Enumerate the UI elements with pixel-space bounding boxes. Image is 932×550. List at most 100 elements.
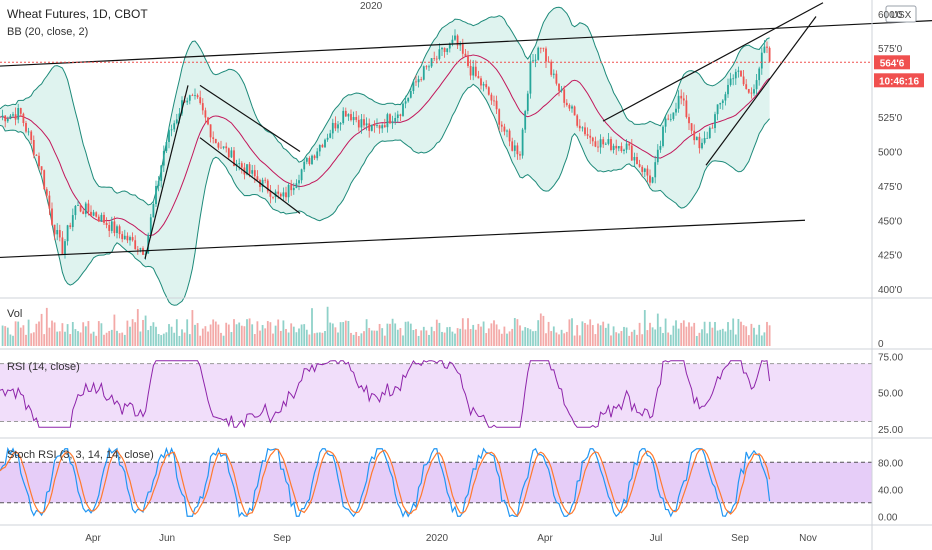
candle (552, 69, 555, 79)
volume-bar (638, 322, 641, 346)
volume-bar (308, 334, 311, 346)
volume-bar (646, 330, 649, 346)
volume-bar (204, 326, 207, 346)
candle (539, 47, 542, 54)
time-label-2: Sep (273, 533, 291, 544)
volume-bar (131, 319, 134, 346)
candle (209, 124, 212, 143)
volume-bar (412, 330, 415, 346)
volume-bar (589, 319, 592, 346)
trendline-lower-channel[interactable] (0, 219, 806, 259)
price-axis[interactable]: 600'0575'0550'0525'0500'0475'0450'0425'0… (878, 10, 903, 296)
volume-bar (222, 335, 225, 346)
volume-bar (27, 319, 30, 346)
trendline-flag-upper[interactable] (199, 84, 301, 152)
volume-bar (409, 323, 412, 346)
volume-bar (66, 324, 69, 346)
trendline-flag-lower[interactable] (199, 137, 301, 214)
main-pane[interactable] (0, 0, 932, 306)
volume-bar (716, 330, 719, 346)
candle (768, 46, 771, 63)
volume-bar (667, 332, 670, 346)
stoch-label: Stoch RSI (3, 3, 14, 14, close) (7, 449, 154, 461)
volume-bar (259, 330, 261, 346)
volume-bar (630, 331, 633, 346)
time-label-3: 2020 (426, 533, 449, 544)
candle (625, 139, 628, 154)
last-price-tag: 564'6 (874, 55, 910, 70)
candle (118, 224, 121, 239)
volume-bar (292, 326, 295, 346)
candle (477, 70, 480, 79)
candle (165, 140, 168, 154)
candle (17, 103, 20, 124)
volume-bar (87, 321, 90, 346)
volume-bar (578, 335, 581, 346)
volume-bar (246, 319, 248, 346)
rsi-pane[interactable] (0, 359, 872, 428)
volume-bar (688, 322, 690, 346)
volume-bar (443, 332, 446, 346)
candle (654, 155, 657, 184)
candle (394, 112, 397, 125)
volume-bar (649, 322, 651, 346)
candle (12, 111, 14, 119)
volume-bar (194, 324, 196, 346)
volume-bar (272, 333, 274, 346)
candle (708, 126, 711, 140)
candle (305, 156, 308, 165)
volume-pane[interactable] (1, 306, 771, 346)
volume-bar (474, 329, 477, 346)
candle (222, 146, 225, 150)
candle (495, 95, 498, 114)
candle (659, 140, 662, 153)
volume-bar (360, 333, 363, 346)
candle (693, 124, 696, 145)
candle (1, 109, 4, 121)
volume-bar (550, 331, 553, 346)
candle (716, 104, 719, 121)
trendline-rally-leg[interactable] (144, 85, 189, 259)
volume-bar (753, 327, 755, 346)
volume-bar (162, 333, 165, 346)
time-label-1: Jun (159, 533, 175, 544)
candle (378, 124, 381, 134)
volume-bar (147, 330, 150, 346)
candle (331, 118, 334, 140)
candle (53, 224, 56, 241)
candle (573, 105, 576, 116)
volume-bar (264, 328, 267, 346)
candle (64, 239, 66, 259)
volume-bar (339, 322, 342, 346)
volume-bar (571, 318, 573, 346)
candle (350, 109, 352, 122)
volume-bar (417, 335, 420, 346)
volume-bar (727, 322, 729, 346)
volume-bar (693, 322, 696, 346)
stoch-pane[interactable] (0, 446, 872, 518)
candle (160, 164, 163, 188)
candle (482, 81, 485, 92)
volume-bar (12, 335, 14, 346)
volume-bar (326, 306, 329, 346)
candle (490, 92, 493, 105)
trendline-wedge-lower[interactable] (705, 16, 817, 166)
candle (391, 115, 394, 129)
time-axis[interactable]: Apr Jun Sep 2020 Apr Jul Sep Nov (85, 533, 817, 544)
candle (555, 70, 558, 86)
volume-bars (1, 306, 771, 346)
stoch-tick-0: 80.00 (878, 458, 903, 469)
volume-bar (610, 335, 612, 346)
volume-bar (394, 323, 397, 346)
volume-bar (253, 334, 256, 346)
volume-bar (599, 325, 602, 346)
volume-bar (165, 332, 168, 346)
candle (100, 212, 103, 223)
volume-bar (576, 325, 579, 346)
candle (651, 176, 654, 184)
currency-button[interactable]: USX (885, 5, 917, 23)
candle (703, 131, 706, 145)
volume-bar (217, 324, 220, 346)
candle (672, 112, 675, 121)
